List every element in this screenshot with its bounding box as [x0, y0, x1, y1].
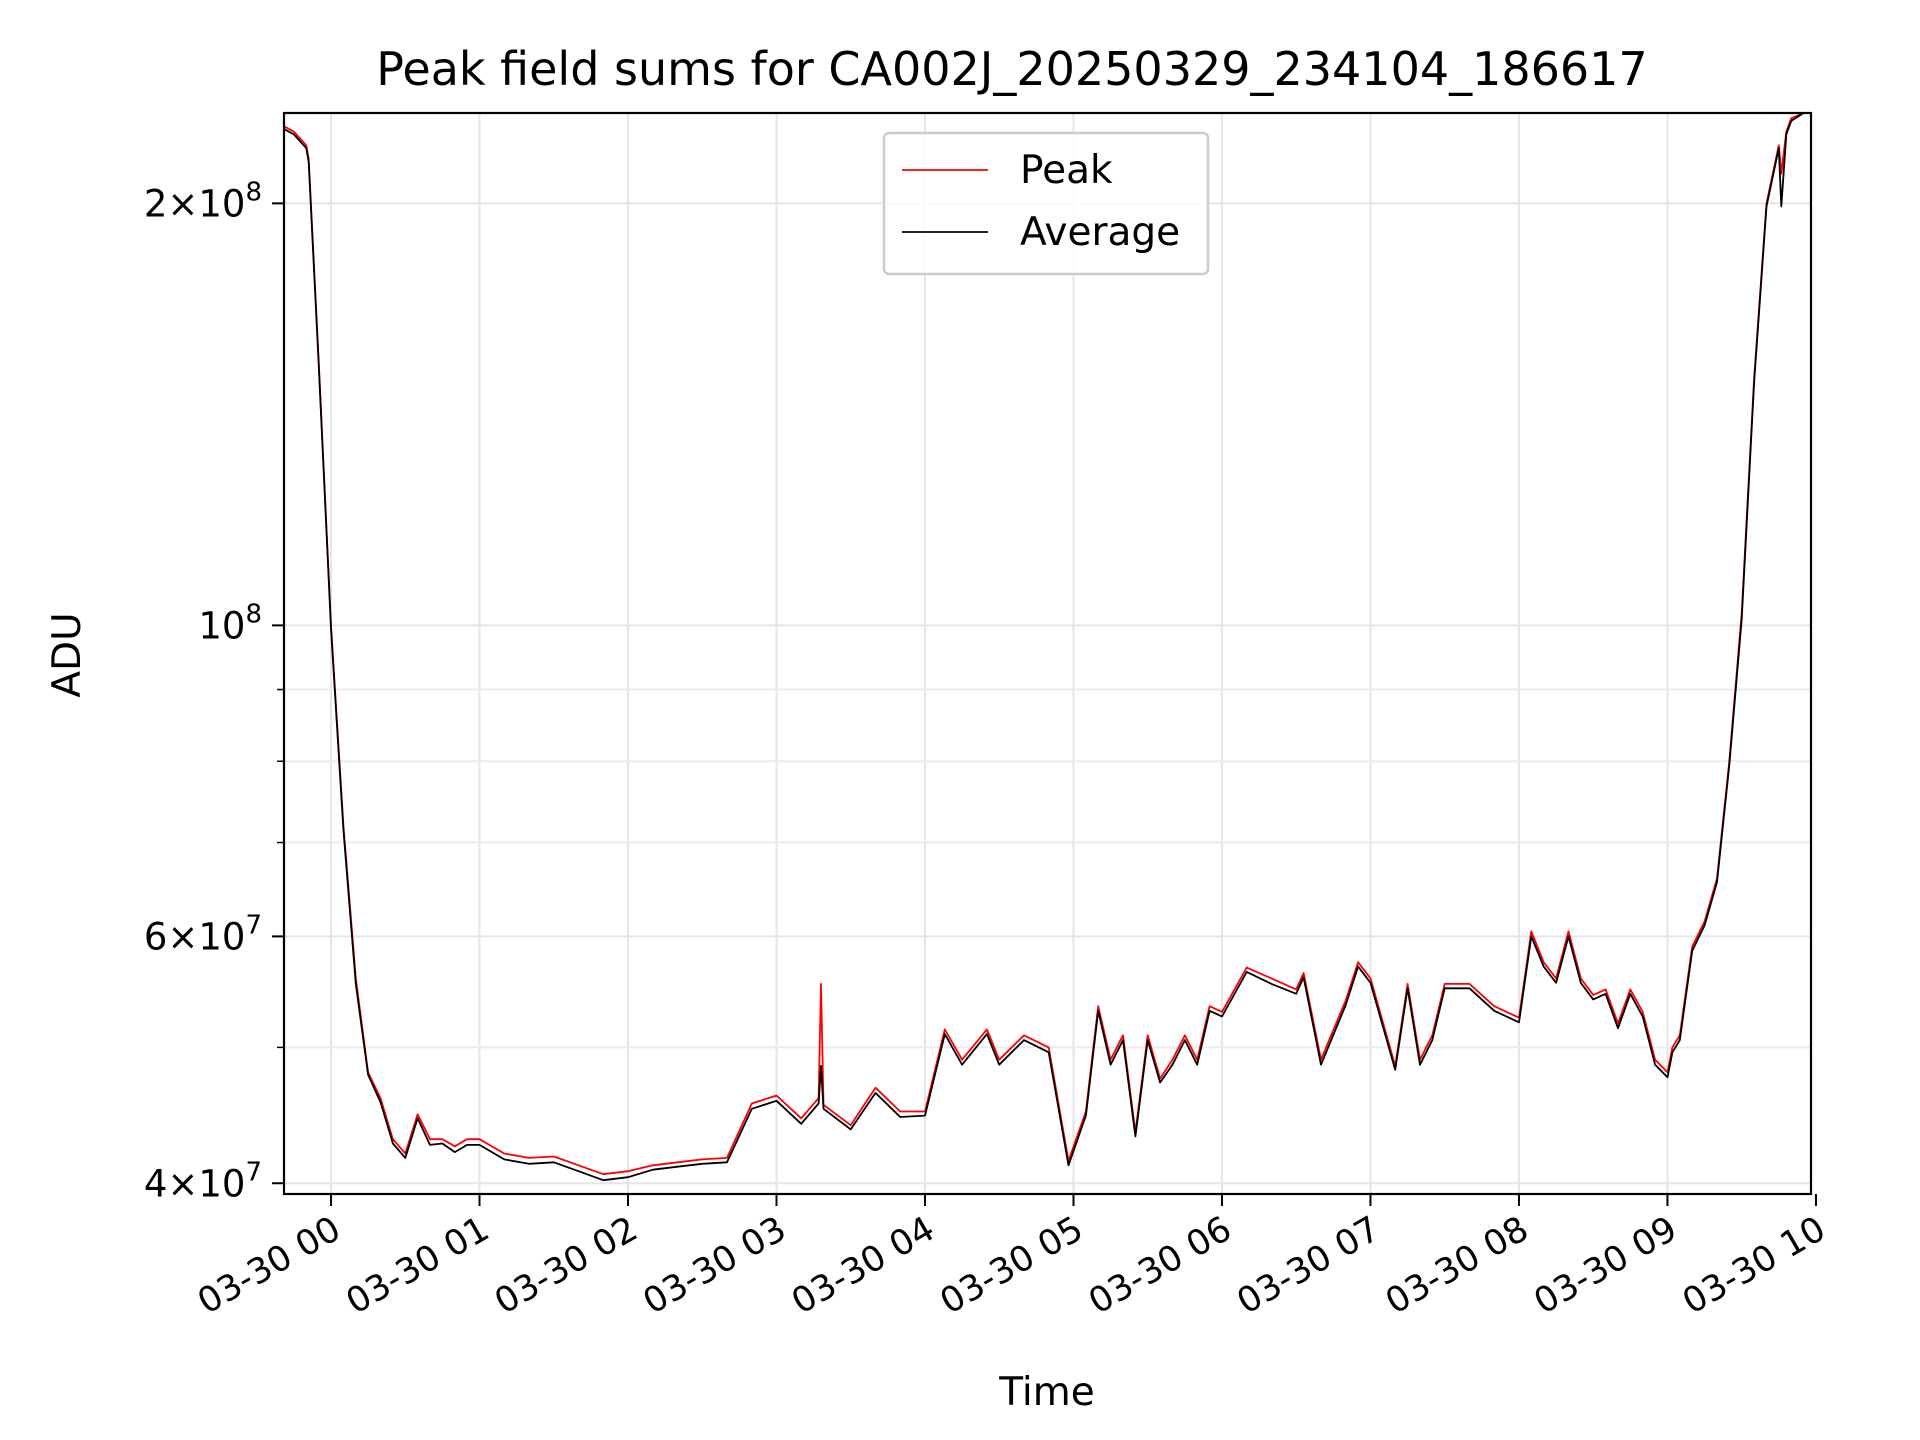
y-tick-label: 4×107	[144, 1157, 262, 1205]
legend-label-peak: Peak	[1020, 148, 1113, 193]
plot-frame	[282, 111, 1813, 1196]
series-layer	[283, 112, 1811, 1182]
y-tick-label: 108	[198, 599, 262, 647]
chart-title: Peak field sums for CA002J_20250329_2341…	[376, 42, 1647, 96]
y-tick-label: 2×108	[144, 177, 262, 225]
legend: Peak Average	[882, 131, 1210, 276]
x-axis-label: Time	[998, 1370, 1094, 1415]
y-axis-label: ADU	[45, 612, 90, 697]
series-line-average	[283, 112, 1811, 1182]
y-tick-label: 6×107	[144, 910, 262, 958]
legend-box	[882, 131, 1210, 276]
legend-label-average: Average	[1020, 210, 1180, 255]
